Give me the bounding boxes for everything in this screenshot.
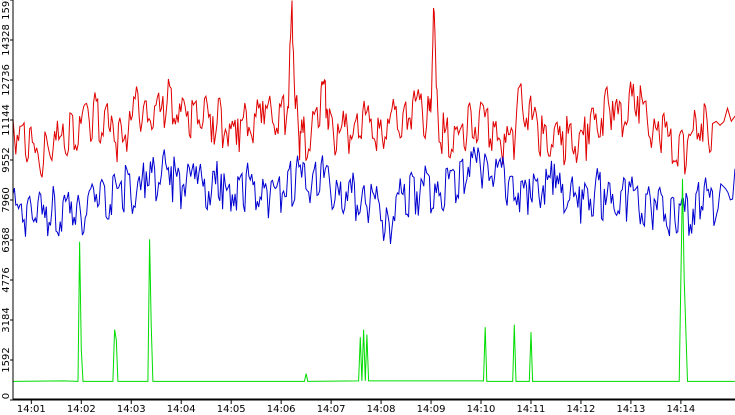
x-tick-label: 14:06 xyxy=(267,404,296,415)
series-line-0 xyxy=(12,0,735,178)
x-tick-label: 14:14 xyxy=(666,404,695,415)
y-tick-label: 9552 xyxy=(1,147,12,172)
x-tick-label: 14:05 xyxy=(217,404,246,415)
x-tick-label: 14:01 xyxy=(17,404,46,415)
x-tick-label: 14:07 xyxy=(317,404,346,415)
x-tick-label: 14:12 xyxy=(567,404,596,415)
x-tick-label: 14:04 xyxy=(167,404,196,415)
x-tick-label: 14:09 xyxy=(417,404,446,415)
y-tick-label: 0 xyxy=(1,393,12,399)
x-tick-label: 14:13 xyxy=(616,404,645,415)
x-tick-label: 14:08 xyxy=(367,404,396,415)
y-tick-label: 12736 xyxy=(1,64,12,96)
y-tick-label: 4776 xyxy=(1,267,12,292)
x-tick-label: 14:10 xyxy=(467,404,496,415)
y-tick-label: 3184 xyxy=(1,307,12,332)
y-tick-label: 7960 xyxy=(1,187,12,212)
x-tick-label: 14:02 xyxy=(67,404,96,415)
series-line-1 xyxy=(12,146,735,245)
y-tick-label: 15920 xyxy=(1,0,12,20)
y-tick-label: 11144 xyxy=(1,104,12,136)
y-tick-label: 14328 xyxy=(1,24,12,56)
y-tick-label: 1592 xyxy=(1,347,12,372)
y-axis-ticks: 0 1592 3184 4776 6368 7960 9552 11144 12736 14328… xyxy=(1,0,13,401)
x-tick-label: 14:03 xyxy=(117,404,146,415)
series-layer xyxy=(12,0,735,400)
y-tick-label: 6368 xyxy=(1,227,12,252)
x-axis-ticks: 14:01 14:02 14:03 14:04 14:05 14:06 14:07 14:08… xyxy=(17,400,695,415)
x-tick-label: 14:11 xyxy=(517,404,546,415)
series-line-2 xyxy=(12,178,735,382)
